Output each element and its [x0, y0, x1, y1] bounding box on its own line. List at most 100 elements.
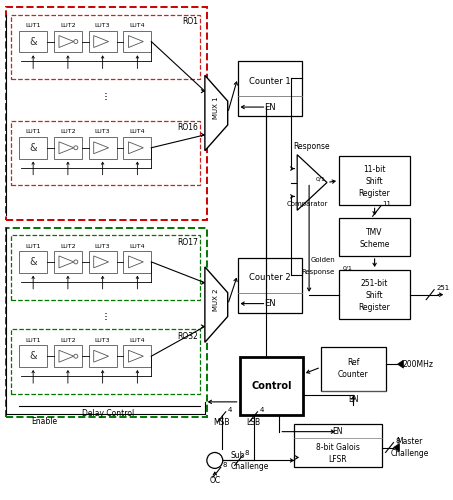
Text: LUT2: LUT2: [60, 338, 76, 343]
Text: Challenge: Challenge: [390, 449, 429, 458]
Text: MSB: MSB: [213, 418, 230, 427]
Text: MUX 1: MUX 1: [213, 96, 219, 120]
Text: Shift: Shift: [366, 177, 383, 186]
Bar: [321, 348, 386, 391]
Text: LUT4: LUT4: [130, 23, 145, 28]
Bar: [19, 30, 47, 52]
Text: Scheme: Scheme: [359, 240, 390, 248]
Text: &: &: [29, 143, 37, 153]
Bar: [89, 251, 116, 273]
Text: OC: OC: [209, 476, 220, 485]
Text: RO17: RO17: [177, 238, 198, 246]
Bar: [11, 330, 200, 394]
Polygon shape: [94, 256, 109, 268]
Polygon shape: [129, 350, 143, 362]
Text: LUT4: LUT4: [130, 338, 145, 343]
Text: LUT2: LUT2: [60, 244, 76, 248]
Polygon shape: [297, 154, 327, 210]
Text: Counter: Counter: [338, 370, 369, 378]
Polygon shape: [129, 142, 143, 154]
Text: Register: Register: [359, 303, 390, 312]
Text: &: &: [29, 257, 37, 267]
Text: &: &: [29, 351, 37, 361]
Text: 4: 4: [228, 407, 232, 413]
Text: 11-bit: 11-bit: [363, 165, 386, 174]
Circle shape: [207, 452, 223, 468]
Bar: [19, 346, 47, 367]
Text: Shift: Shift: [366, 291, 383, 300]
Bar: [339, 218, 410, 256]
Bar: [339, 156, 410, 206]
Bar: [54, 346, 82, 367]
Text: LUT1: LUT1: [25, 338, 41, 343]
Text: RO1: RO1: [182, 17, 198, 26]
Bar: [294, 424, 381, 468]
Polygon shape: [397, 360, 404, 368]
Text: TMV: TMV: [366, 228, 383, 236]
Text: Golden: Golden: [310, 257, 335, 263]
Text: Delay Control: Delay Control: [82, 410, 135, 418]
Text: ⁝: ⁝: [104, 311, 108, 324]
Polygon shape: [59, 256, 74, 268]
Text: Control: Control: [251, 381, 292, 391]
Text: 200MHz: 200MHz: [403, 360, 434, 368]
Text: 8-bit Galois: 8-bit Galois: [316, 443, 360, 452]
Polygon shape: [129, 256, 143, 268]
Bar: [240, 357, 303, 415]
Bar: [89, 346, 116, 367]
Text: RO32: RO32: [177, 332, 198, 341]
Polygon shape: [394, 444, 400, 452]
Polygon shape: [94, 350, 109, 362]
Text: Sub: Sub: [231, 451, 245, 460]
Bar: [124, 137, 151, 158]
Bar: [89, 137, 116, 158]
Bar: [238, 258, 302, 312]
Text: Counter 2: Counter 2: [249, 274, 291, 282]
Text: Ref: Ref: [347, 358, 360, 366]
Text: 8: 8: [223, 462, 227, 468]
Bar: [54, 251, 82, 273]
Text: Enable: Enable: [31, 417, 57, 426]
Bar: [6, 7, 207, 220]
Text: LUT3: LUT3: [95, 244, 111, 248]
Polygon shape: [59, 142, 74, 154]
Text: LUT2: LUT2: [60, 130, 76, 134]
Text: &: &: [29, 36, 37, 46]
Text: 11: 11: [382, 202, 391, 207]
Bar: [339, 270, 410, 320]
Text: EN: EN: [264, 102, 276, 112]
Text: LUT3: LUT3: [95, 23, 111, 28]
Polygon shape: [205, 76, 228, 150]
Text: Response: Response: [293, 142, 329, 152]
Text: RO16: RO16: [177, 124, 198, 132]
Polygon shape: [129, 36, 143, 48]
Bar: [6, 228, 207, 417]
Circle shape: [74, 146, 78, 150]
Circle shape: [74, 40, 78, 44]
Polygon shape: [94, 36, 109, 48]
Text: LUT2: LUT2: [60, 23, 76, 28]
Bar: [11, 15, 200, 80]
Text: 0/1: 0/1: [343, 266, 353, 270]
Bar: [124, 30, 151, 52]
Text: Counter 1: Counter 1: [249, 77, 291, 86]
Bar: [54, 137, 82, 158]
Text: 8: 8: [395, 438, 400, 444]
Text: Master: Master: [396, 437, 423, 446]
Text: LUT1: LUT1: [25, 23, 41, 28]
Text: Comparator: Comparator: [286, 202, 328, 207]
Text: 8: 8: [245, 450, 249, 456]
Text: LUT3: LUT3: [95, 130, 111, 134]
Circle shape: [74, 260, 78, 264]
Bar: [19, 251, 47, 273]
Text: LUT3: LUT3: [95, 338, 111, 343]
Text: EN: EN: [348, 396, 358, 404]
Bar: [124, 346, 151, 367]
Text: LUT4: LUT4: [130, 130, 145, 134]
Text: LFSR: LFSR: [328, 455, 347, 464]
Polygon shape: [59, 36, 74, 48]
Bar: [124, 251, 151, 273]
Bar: [11, 235, 200, 300]
Bar: [89, 30, 116, 52]
Text: LSB: LSB: [246, 418, 260, 427]
